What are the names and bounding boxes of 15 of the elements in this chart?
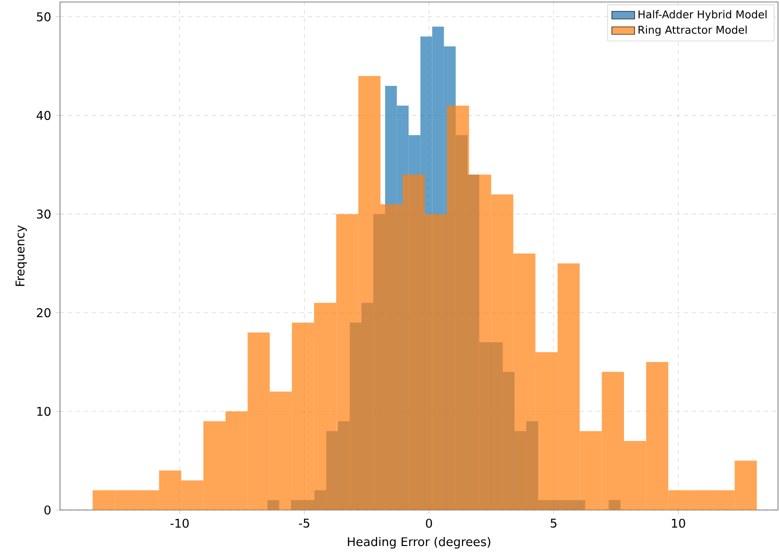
x-tick-label: 10	[672, 518, 686, 528]
y-tick-label: 40	[36, 110, 50, 120]
y-tick-label: 0	[44, 505, 50, 515]
x-tick-label: 5	[550, 518, 556, 528]
y-tick-label: 30	[36, 210, 50, 219]
y-tick-label: 20	[36, 308, 50, 318]
y-tick-label: 50	[36, 12, 50, 22]
x-tick-label: -10	[170, 518, 189, 528]
x-tick-label: 0	[426, 518, 432, 528]
legend-label: Half-Adder Hybrid Model	[638, 10, 767, 20]
legend-label: Ring Attractor Model	[638, 26, 747, 36]
y-tick-label: 10	[37, 406, 50, 416]
x-axis-title: Heading Error (degrees)	[348, 536, 490, 549]
y-axis-title: Frequency	[16, 225, 27, 286]
x-tick-label: -5	[298, 518, 310, 528]
